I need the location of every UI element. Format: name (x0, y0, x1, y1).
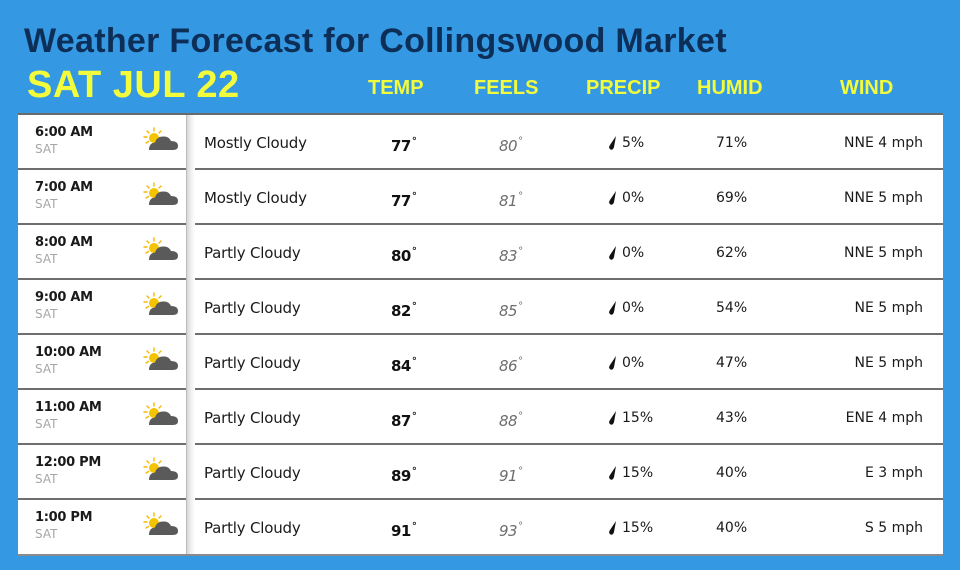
wind: E 3 mph (864, 465, 923, 481)
feels-like: 86° (499, 356, 523, 375)
hour-day: SAT (35, 417, 58, 431)
temperature: 87° (391, 411, 417, 430)
hour-time: 8:00 AM (35, 235, 93, 250)
hour-time: 9:00 AM (35, 290, 93, 305)
condition-text: Partly Cloudy (204, 244, 301, 262)
column-header-feels: FEELS (474, 77, 539, 99)
raindrop-icon (609, 521, 616, 535)
column-header-wind: WIND (840, 77, 894, 99)
hour-time: 6:00 AM (35, 125, 93, 140)
partly-cloudy-icon (142, 236, 182, 264)
precipitation: 0% (608, 245, 644, 261)
partly-cloudy-icon (142, 511, 182, 539)
raindrop-icon (609, 191, 616, 205)
table-row[interactable]: 11:00 AM SAT Partly Cloudy 87° 88° 15% 4… (18, 390, 943, 445)
precipitation: 15% (608, 465, 653, 481)
page-title: Weather Forecast for Collingswood Market (24, 22, 727, 60)
raindrop-icon (609, 466, 616, 480)
humidity: 40% (716, 465, 748, 481)
humidity: 71% (716, 135, 748, 151)
condition-text: Partly Cloudy (204, 519, 301, 537)
humidity: 62% (716, 245, 748, 261)
temperature: 80° (391, 246, 417, 265)
condition-text: Mostly Cloudy (204, 134, 307, 152)
feels-like: 91° (499, 466, 523, 485)
column-header-temp: TEMP (368, 77, 424, 99)
wind: NE 5 mph (854, 300, 923, 316)
hour-day: SAT (35, 252, 58, 266)
table-row[interactable]: 8:00 AM SAT Partly Cloudy 80° 83° 0% 62% (18, 225, 943, 280)
raindrop-icon (609, 246, 616, 260)
humidity: 54% (716, 300, 748, 316)
feels-like: 85° (499, 301, 523, 320)
raindrop-icon (609, 411, 616, 425)
hour-time: 1:00 PM (35, 510, 93, 525)
table-row[interactable]: 10:00 AM SAT Partly Cloudy 84° 86° 0% 47… (18, 335, 943, 390)
temperature: 82° (391, 301, 417, 320)
table-row[interactable]: 9:00 AM SAT Partly Cloudy 82° 85° 0% 54% (18, 280, 943, 335)
condition-text: Partly Cloudy (204, 354, 301, 372)
hour-day: SAT (35, 142, 58, 156)
precipitation: 0% (608, 190, 644, 206)
mostly-cloudy-icon (142, 126, 182, 154)
humidity: 40% (716, 520, 748, 536)
hour-time: 7:00 AM (35, 180, 93, 195)
feels-like: 93° (499, 521, 523, 540)
feels-like: 81° (499, 191, 523, 210)
hour-day: SAT (35, 197, 58, 211)
feels-like: 88° (499, 411, 523, 430)
precipitation: 15% (608, 520, 653, 536)
feels-like: 83° (499, 246, 523, 265)
precipitation: 0% (608, 355, 644, 371)
wind: NNE 4 mph (844, 135, 923, 151)
hour-time: 12:00 PM (35, 455, 101, 470)
raindrop-icon (609, 136, 616, 150)
humidity: 69% (716, 190, 748, 206)
hour-day: SAT (35, 362, 58, 376)
column-separator (186, 115, 195, 554)
raindrop-icon (609, 356, 616, 370)
wind: ENE 4 mph (845, 410, 923, 426)
precipitation: 0% (608, 300, 644, 316)
precipitation: 15% (608, 410, 653, 426)
partly-cloudy-icon (142, 401, 182, 429)
wind: NNE 5 mph (844, 190, 923, 206)
table-row[interactable]: 12:00 PM SAT Partly Cloudy 89° 91° 15% 4… (18, 445, 943, 500)
feels-like: 80° (499, 136, 523, 155)
temperature: 91° (391, 521, 417, 540)
partly-cloudy-icon (142, 346, 182, 374)
hour-time: 10:00 AM (35, 345, 102, 360)
column-header-precip: PRECIP (586, 77, 661, 99)
partly-cloudy-icon (142, 456, 182, 484)
table-row[interactable]: 7:00 AM SAT Mostly Cloudy 77° 81° 0% 69% (18, 170, 943, 225)
condition-text: Partly Cloudy (204, 409, 301, 427)
column-header-humid: HUMID (697, 77, 763, 99)
condition-text: Mostly Cloudy (204, 189, 307, 207)
wind: NE 5 mph (854, 355, 923, 371)
humidity: 47% (716, 355, 748, 371)
condition-text: Partly Cloudy (204, 299, 301, 317)
precipitation: 5% (608, 135, 644, 151)
table-row[interactable]: 1:00 PM SAT Partly Cloudy 91° 93° 15% 40… (18, 500, 943, 555)
hour-day: SAT (35, 307, 58, 321)
wind: NNE 5 mph (844, 245, 923, 261)
temperature: 77° (391, 191, 417, 210)
hour-day: SAT (35, 472, 58, 486)
raindrop-icon (609, 301, 616, 315)
partly-cloudy-icon (142, 291, 182, 319)
table-row[interactable]: 6:00 AM SAT Mostly Cloudy 77° 80° 5% 71% (18, 115, 943, 170)
hour-time: 11:00 AM (35, 400, 102, 415)
mostly-cloudy-icon (142, 181, 182, 209)
wind: S 5 mph (864, 520, 923, 536)
humidity: 43% (716, 410, 748, 426)
temperature: 84° (391, 356, 417, 375)
temperature: 77° (391, 136, 417, 155)
hour-day: SAT (35, 527, 58, 541)
temperature: 89° (391, 466, 417, 485)
hourly-forecast-table: 6:00 AM SAT Mostly Cloudy 77° 80° 5% 71% (18, 113, 943, 556)
condition-text: Partly Cloudy (204, 464, 301, 482)
forecast-date: SAT JUL 22 (27, 64, 240, 106)
